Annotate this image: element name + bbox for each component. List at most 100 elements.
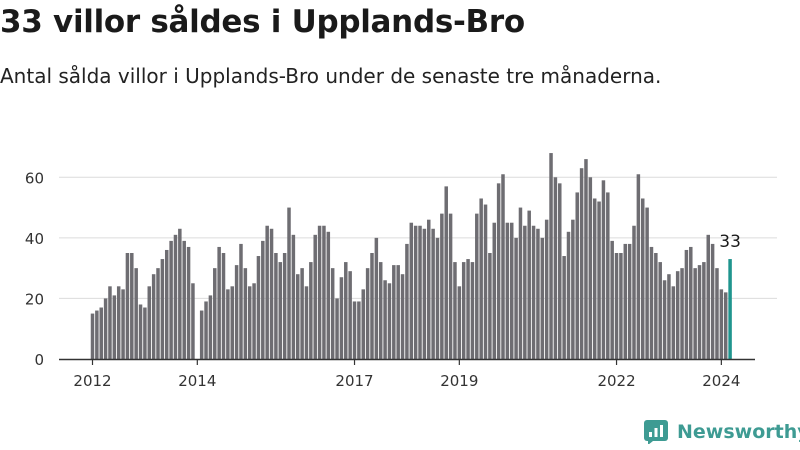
bar (330, 268, 335, 359)
bar (566, 231, 571, 359)
bar (466, 259, 470, 359)
bar (199, 310, 204, 359)
bar (309, 262, 313, 359)
x-tick-label: 2012 (73, 372, 111, 390)
bar (383, 280, 387, 359)
bar (654, 253, 658, 359)
bar (645, 207, 649, 359)
bar (440, 213, 444, 359)
bar (164, 249, 169, 359)
bar (221, 253, 226, 359)
bar (479, 198, 483, 359)
bar (684, 249, 689, 359)
bar (208, 295, 213, 359)
bar (116, 286, 121, 359)
bar (470, 262, 475, 359)
bar (392, 265, 396, 359)
bar (536, 228, 540, 359)
bar (304, 286, 309, 359)
x-tick-label: 2017 (335, 372, 373, 390)
y-tick-label: 60 (25, 169, 44, 187)
newsworthy-logo-icon (644, 420, 668, 444)
bar (492, 222, 497, 359)
bar (378, 262, 383, 359)
bar (269, 228, 274, 359)
bar (723, 292, 728, 359)
bar (344, 262, 348, 359)
bar (217, 246, 221, 359)
x-axis: 2012 2014 2017 2019 2022 2024 (59, 358, 755, 390)
bar (313, 234, 317, 359)
bar (335, 298, 339, 359)
bar (295, 274, 300, 359)
bar (300, 268, 304, 359)
bar (156, 268, 160, 359)
bar (667, 274, 671, 359)
bar (230, 286, 234, 359)
bar (182, 240, 186, 359)
bar (121, 289, 125, 359)
y-tick-label: 0 (34, 351, 44, 369)
bar (627, 243, 632, 359)
bar (99, 307, 103, 359)
bar (702, 262, 706, 359)
bar (527, 210, 531, 359)
bar (204, 301, 208, 359)
bar (710, 243, 715, 359)
bar (352, 301, 357, 359)
bar (435, 237, 440, 359)
bar (431, 228, 435, 359)
bar (361, 289, 366, 359)
y-axis: 0 20 40 60 (25, 169, 44, 369)
bar (326, 231, 331, 359)
bar (357, 301, 361, 359)
bar (291, 234, 296, 359)
bar (239, 243, 243, 359)
bar (597, 201, 601, 359)
bar (614, 253, 619, 359)
bar (243, 268, 248, 359)
bar (571, 219, 575, 359)
chart-title: 33 villor såldes i Upplands-Bro (0, 4, 525, 40)
brand-logo[interactable]: Newsworthy (644, 420, 800, 444)
bar (400, 274, 405, 359)
bar (697, 265, 702, 359)
y-tick-label: 40 (25, 230, 44, 248)
bar (675, 271, 680, 359)
bar (125, 253, 130, 359)
bar (584, 159, 588, 359)
bar (191, 283, 195, 359)
bar (226, 289, 230, 359)
x-tick-label: 2022 (597, 372, 635, 390)
bar (444, 186, 448, 359)
x-tick-label: 2014 (178, 372, 216, 390)
bar (453, 262, 457, 359)
bar (287, 207, 291, 359)
bar (475, 213, 479, 359)
bar (544, 219, 549, 359)
bar (592, 198, 597, 359)
bar (138, 304, 143, 359)
bar (715, 268, 719, 359)
bar (103, 298, 108, 359)
bar (169, 240, 173, 359)
bar (370, 253, 374, 359)
bar (413, 225, 418, 359)
bar (693, 268, 697, 359)
bar (501, 174, 505, 359)
bar (147, 286, 152, 359)
bar (143, 307, 147, 359)
bar (256, 256, 261, 359)
bar (558, 183, 562, 359)
bar (112, 295, 117, 359)
bar (173, 234, 178, 359)
bar (130, 253, 134, 359)
bar (422, 228, 427, 359)
bar (514, 237, 518, 359)
bar (649, 246, 654, 359)
bar-series (90, 153, 732, 359)
bar-chart: 0 20 40 60 2012 2014 2017 2019 2022 2024 33 (25, 153, 777, 390)
bar (662, 280, 667, 359)
bar (457, 286, 462, 359)
bar (540, 237, 545, 359)
